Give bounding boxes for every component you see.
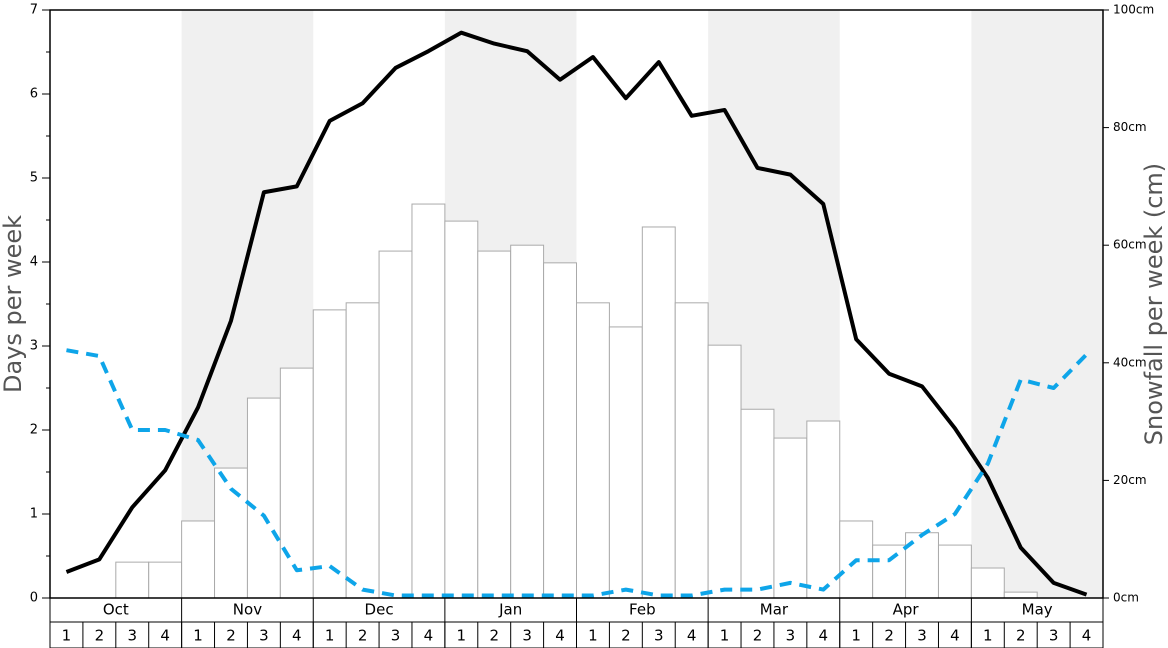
x-tick-label: 4 [819,627,829,645]
x-tick-label: 1 [588,627,598,645]
bar [740,408,775,599]
x-tick-label: 3 [1049,627,1059,645]
bar [214,467,248,599]
bar [641,226,676,599]
y-tick-label: 0 [30,591,38,606]
x-tick-label: 1 [720,627,730,645]
x-tick-label: 2 [621,627,631,645]
bar [444,220,479,599]
bar [181,520,216,599]
x-tick-label: 1 [193,627,203,645]
x-tick-label: 3 [391,627,401,645]
x-tick-label: 4 [424,627,434,645]
bar [872,544,907,599]
x-tick-label: 2 [884,627,894,645]
bar [937,544,972,599]
y2-tick-label: 0cm [1113,591,1139,605]
x-tick-label: 3 [917,627,927,645]
x-tick-label: 1 [851,627,861,645]
bar [773,437,808,599]
month-label: Mar [760,601,789,619]
month-label: Apr [893,601,920,619]
line [65,30,1088,597]
x-tick-label: 4 [950,627,960,645]
line [66,348,1088,598]
y-tick-label: 3 [30,339,38,354]
y-tick-label: 6 [30,87,38,102]
x-tick-label: 4 [1082,627,1092,645]
bar [1003,591,1038,599]
bar [608,326,643,599]
x-tick-label: 3 [259,627,269,645]
month-band [971,10,1103,598]
y-axis-title: Days per week [0,215,27,393]
bar [115,561,150,599]
x-tick-label: 3 [522,627,532,645]
bar [312,309,347,599]
x-tick-label: 1 [457,627,467,645]
x-tick-label: 1 [983,627,993,645]
y-tick-label: 5 [30,171,38,186]
month-label: Dec [365,601,394,619]
bar [411,203,446,599]
month-label: Nov [233,601,262,619]
x-tick-label: 4 [687,627,697,645]
x-tick-label: 2 [95,627,105,645]
x-tick-label: 2 [226,627,236,645]
bar [378,250,413,599]
x-tick-label: 1 [325,627,335,645]
x-tick-label: 3 [654,627,664,645]
y-tick-label: 2 [30,423,38,438]
x-tick-label: 3 [127,627,137,645]
x-tick-label: 4 [292,627,302,645]
y2-tick-label: 80cm [1113,120,1147,134]
month-label: Jan [498,601,522,619]
month-label: May [1022,601,1053,619]
bar [510,244,545,599]
y2-tick-label: 60cm [1113,238,1147,252]
bar [707,344,742,599]
bar [674,302,709,599]
x-tick-label: 2 [489,627,499,645]
month-label: Oct [103,601,129,619]
x-tick-label: 4 [160,627,170,645]
bar [148,561,183,599]
bar [806,420,841,599]
bar [246,397,281,599]
bar [543,262,577,599]
bar [279,367,314,599]
x-tick-label: 2 [1016,627,1026,645]
y-tick-label: 4 [30,255,38,270]
x-tick-label: 3 [786,627,796,645]
y2-tick-label: 100cm [1113,3,1154,17]
x-tick-label: 2 [358,627,368,645]
y-tick-label: 7 [30,3,38,18]
bar [576,302,610,599]
y-tick-label: 1 [30,507,38,522]
y2-tick-label: 20cm [1113,473,1147,487]
bar [477,250,512,599]
bar [345,302,380,599]
x-tick-label: 4 [555,627,565,645]
bar [970,567,1005,599]
y2-tick-label: 40cm [1113,355,1147,369]
x-tick-label: 2 [753,627,763,645]
x-tick-label: 1 [62,627,72,645]
month-label: Feb [629,601,656,619]
y2-axis-title: Snowfall per week (cm) [1140,163,1168,445]
